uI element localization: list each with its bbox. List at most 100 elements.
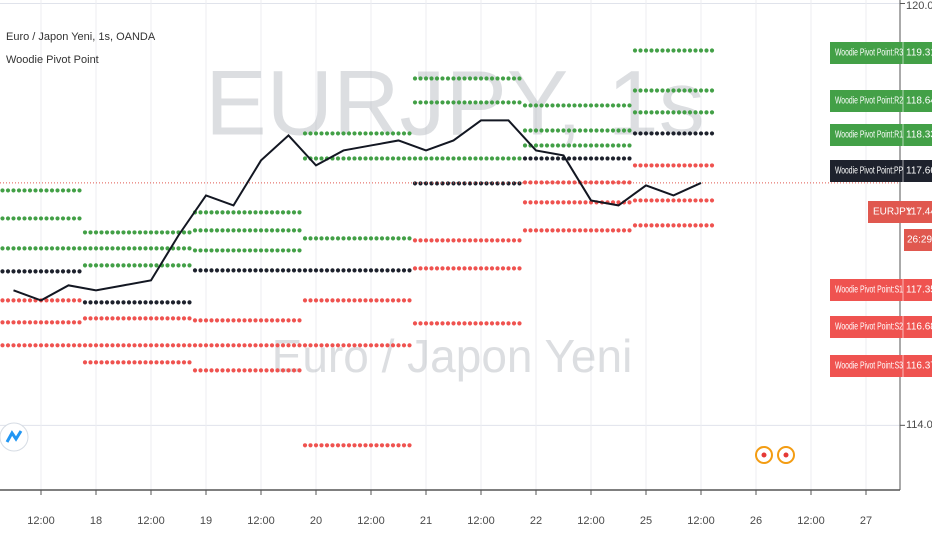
pivot-dot (489, 156, 495, 161)
pivot-dot (242, 318, 247, 323)
price-line (13, 119, 702, 302)
pivot-dot (610, 156, 616, 161)
pivot-dot (665, 88, 671, 93)
pivot-dot (203, 268, 209, 273)
pivot-dot (407, 443, 412, 448)
pivot-dot (407, 131, 412, 136)
pivot-dot (236, 368, 242, 373)
pivot-dot (401, 343, 407, 348)
pivot-dot (374, 236, 379, 241)
pivot-dot (561, 180, 566, 185)
pivot-dot (280, 228, 286, 233)
pivot-dot (599, 143, 605, 148)
pivot-dot (49, 298, 55, 303)
pivot-dot (654, 163, 660, 168)
pivot-dot (341, 156, 346, 161)
pivot-dot (264, 368, 269, 373)
pivot-dot (115, 230, 121, 235)
pivot-dot (704, 110, 709, 115)
pivot-dot (621, 228, 627, 233)
pivot-dots (522, 156, 550, 161)
pivot-dot (60, 320, 66, 325)
pivot-dot (687, 88, 693, 93)
pivot-dot (49, 269, 55, 274)
pivot-dot (374, 131, 379, 136)
pivot-dot (649, 110, 654, 115)
pivot-dot (88, 246, 93, 251)
pivot-dot (649, 198, 654, 203)
pivot-dots (55, 269, 82, 274)
pivot-dot (698, 88, 704, 93)
pivot-dot (500, 238, 506, 243)
pivot-dot (330, 268, 335, 273)
pivot-dot (148, 300, 154, 305)
pivot-dots (577, 200, 605, 205)
pivot-dots (220, 368, 247, 373)
pivot-dot (198, 248, 203, 253)
pivot-dot (500, 76, 506, 81)
pivot-dot (33, 269, 38, 274)
pivot-dot (489, 321, 495, 326)
pivot-dot (77, 246, 82, 251)
pivot-dot (489, 266, 495, 271)
pivot-dot (385, 343, 390, 348)
pivot-dot (621, 103, 627, 108)
pivot-dot (44, 246, 49, 251)
event-icons[interactable] (755, 446, 795, 464)
pivot-dots (192, 228, 220, 233)
pivot-dots (55, 343, 82, 348)
pivot-dot (555, 228, 561, 233)
pivot-dot (66, 320, 71, 325)
pivot-dot (671, 88, 676, 93)
x-tick-label: 26 (750, 515, 762, 527)
pivot-dot (335, 443, 341, 448)
pivot-dot (176, 360, 181, 365)
pivot-dot (132, 230, 137, 235)
pivot-dot (682, 48, 687, 53)
pivot-dot (346, 236, 352, 241)
pivot-dot (324, 131, 330, 136)
pivot-dot (467, 76, 473, 81)
pivot-dot (462, 100, 467, 105)
pivot-dot (533, 103, 539, 108)
pivot-dot (363, 236, 368, 241)
pivot-dot (148, 230, 154, 235)
pivot-dot (539, 103, 544, 108)
symbol-title: Euro / Japon Yeni, 1s, OANDA (6, 31, 156, 43)
pivot-dot (93, 300, 99, 305)
pivot-dot (594, 156, 599, 161)
pivot-dot (643, 88, 649, 93)
pivot-dot (500, 321, 506, 326)
pivot-dot (693, 88, 698, 93)
pivot-dot (280, 368, 286, 373)
pivot-dot (412, 76, 418, 81)
pivot-dot (258, 318, 264, 323)
pivot-dot (148, 246, 154, 251)
pivot-dot (709, 110, 715, 115)
pivot-dot (181, 300, 187, 305)
pivot-dots (522, 143, 550, 148)
pivot-dot (687, 131, 693, 136)
x-tick-label: 21 (420, 515, 432, 527)
pivot-dot (187, 230, 192, 235)
pivot-dot (264, 318, 269, 323)
pivot-dot (126, 360, 132, 365)
pivot-dots (467, 156, 495, 161)
pivot-dot (22, 188, 27, 193)
pivot-dot (93, 343, 99, 348)
pivot-dots (522, 103, 550, 108)
pivot-dot (396, 343, 401, 348)
pivot-dot (660, 198, 665, 203)
pivot-dot (682, 223, 687, 228)
pivot-dot (258, 228, 264, 233)
pivot-dot (588, 103, 594, 108)
pivot-dot (396, 156, 401, 161)
pivot-dot (154, 360, 159, 365)
pivot-dot (132, 343, 137, 348)
pivot-dot (495, 156, 500, 161)
pivot-dot (533, 228, 539, 233)
pivot-dot (27, 188, 33, 193)
pivot-dot (407, 298, 412, 303)
x-tick-label: 22 (530, 515, 542, 527)
pivot-dot (38, 246, 44, 251)
